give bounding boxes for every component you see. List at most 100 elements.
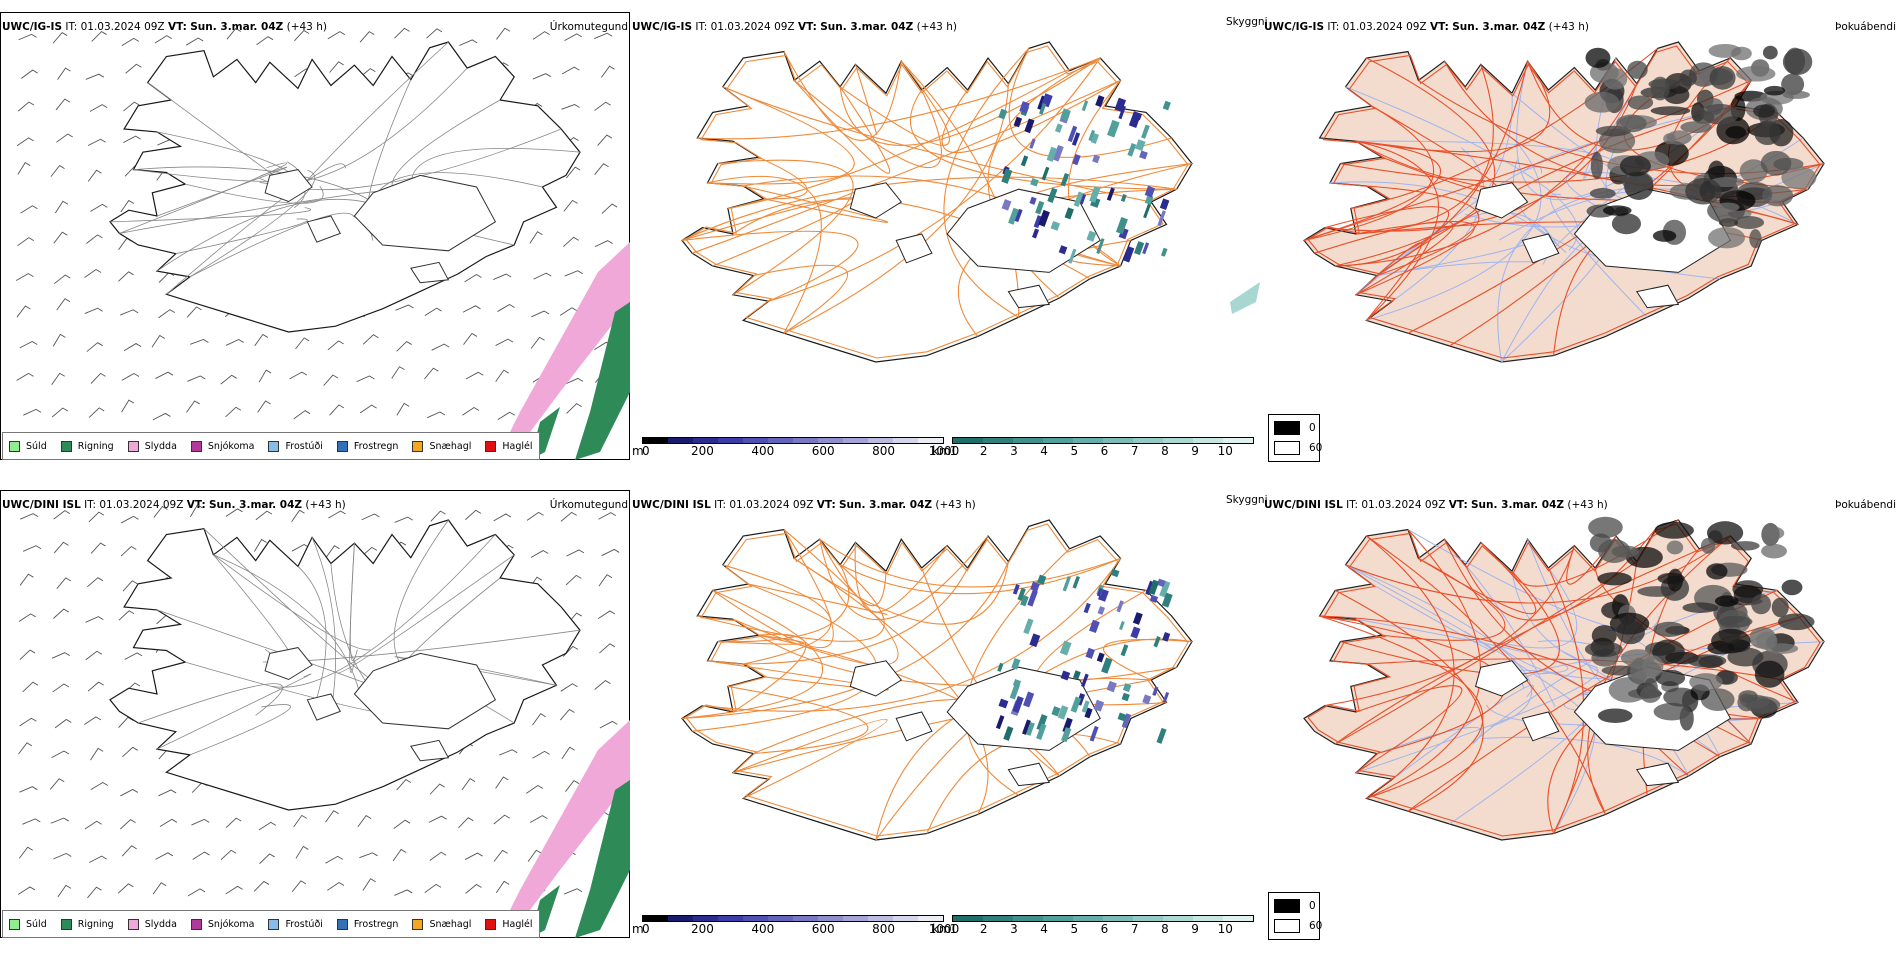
precip-legend-swatch [336, 918, 348, 930]
precip-legend-label: Slydda [144, 440, 177, 452]
wind-barb [121, 845, 137, 857]
precip-legend-item: Frostregn [336, 440, 398, 452]
road-line [681, 561, 1009, 719]
precip-legend-swatch [412, 918, 424, 930]
glacier-outline [895, 233, 933, 264]
fog-blob [1711, 628, 1751, 654]
river-line [1550, 193, 1648, 318]
visibility-cell [1011, 657, 1021, 670]
precip-legend-swatch [127, 918, 139, 930]
fog-blob [1603, 67, 1628, 90]
fog-blob [1653, 621, 1686, 637]
colorbar-segment [1013, 438, 1043, 443]
road-line [732, 718, 888, 799]
wind-barb [155, 852, 174, 860]
sleet-area [500, 720, 630, 930]
wind-barb [22, 818, 41, 825]
river-line [1376, 726, 1483, 755]
colorbar-segment [818, 438, 843, 443]
visibility-cell [1148, 579, 1160, 596]
road-line [1334, 589, 1484, 812]
visibility-cell [1083, 602, 1091, 614]
road-line [819, 538, 1121, 588]
wind-barb [17, 886, 36, 895]
visibility-cell [1144, 185, 1156, 198]
glacier-outline [264, 647, 313, 681]
wind-barb [153, 505, 168, 518]
wind-barb [84, 268, 102, 278]
precip-legend-label: Súld [26, 440, 47, 452]
forecast-row: UWC/IG-IS IT: 01.03.2024 09Z VT: Sun. 3.… [0, 12, 1900, 482]
wind-barb [191, 818, 210, 826]
visibility-cell [1021, 719, 1031, 735]
visibility-cell [1139, 150, 1148, 160]
fog-blob [1777, 613, 1815, 631]
colorbar-ticks: 0 200 400 600 800 1000 [642, 444, 959, 459]
road-line [1314, 220, 1454, 296]
wind-barb [19, 786, 38, 793]
wind-barb [599, 643, 616, 654]
colorbar-segment [918, 916, 943, 921]
visibility-cell [1086, 230, 1097, 242]
wind-barb [493, 814, 510, 825]
wind-barb [225, 406, 242, 418]
road-line [717, 159, 854, 296]
visibility-cell [1029, 633, 1041, 648]
river-line [189, 170, 316, 278]
colorbar-tick-label: 8 [1161, 444, 1169, 458]
colorbar-tick-label: 9 [1191, 922, 1199, 936]
visibility-cell [1114, 97, 1127, 112]
wind-barb [295, 337, 310, 350]
wind-barb [190, 338, 209, 345]
wind-barb [533, 272, 552, 280]
wind-barb [426, 28, 443, 39]
wind-barb [84, 820, 102, 830]
wind-barb [225, 508, 243, 517]
colorbar-ticks: 0 200 400 600 800 1000 [642, 922, 959, 937]
visibility-cell [1067, 125, 1078, 143]
road-line [1324, 545, 1575, 707]
wind-barb [526, 511, 544, 521]
visibility-cell [1145, 580, 1154, 596]
colorbar-tick-label: 5 [1070, 922, 1079, 936]
wind-barb [329, 61, 344, 73]
fog-blob [1652, 230, 1677, 242]
wind-barb [566, 549, 585, 557]
lead-time: (+43 h) [1548, 21, 1589, 33]
it-value: 01.03.2024 09Z [710, 21, 795, 33]
fog-blob [1663, 133, 1676, 145]
ring-road [685, 523, 1189, 837]
road-line [1418, 542, 1537, 615]
it-value: 01.03.2024 09Z [729, 499, 814, 511]
visibility-cell [1017, 587, 1026, 601]
wind-barb [396, 779, 412, 791]
precip-legend-swatch [336, 440, 348, 452]
glacier-outline [895, 711, 933, 742]
colorbar-strip [642, 915, 944, 922]
panel-header: UWC/DINI ISL IT: 01.03.2024 09Z VT: Sun.… [2, 499, 346, 511]
glacier-outline [353, 174, 497, 252]
visibility-cell [1060, 173, 1070, 187]
precip-legend-swatch [268, 918, 280, 930]
fog-blob [1654, 521, 1694, 539]
wind-barb [495, 776, 509, 789]
visibility-cell [1020, 155, 1029, 167]
fog-blob [1707, 227, 1746, 249]
road-line [1335, 57, 1496, 267]
wind-barb [564, 33, 583, 42]
model-name: UWC/IG-IS [632, 21, 693, 33]
vt-label: VT: [1448, 499, 1468, 511]
wind-barb [185, 37, 204, 46]
precip-legend-swatch [412, 440, 424, 452]
road-line [910, 89, 1177, 190]
fog-blob [1765, 526, 1785, 540]
fog-blob [1655, 669, 1686, 687]
road-line [748, 583, 888, 615]
wind-barb [84, 307, 103, 314]
visibility-cell [1052, 144, 1064, 162]
precip-legend-label: Haglél [502, 440, 533, 452]
precip-legend-swatch [485, 440, 497, 452]
wind-barb [54, 718, 72, 729]
iceland-coastline [109, 41, 581, 333]
fog-blob [1642, 655, 1664, 678]
